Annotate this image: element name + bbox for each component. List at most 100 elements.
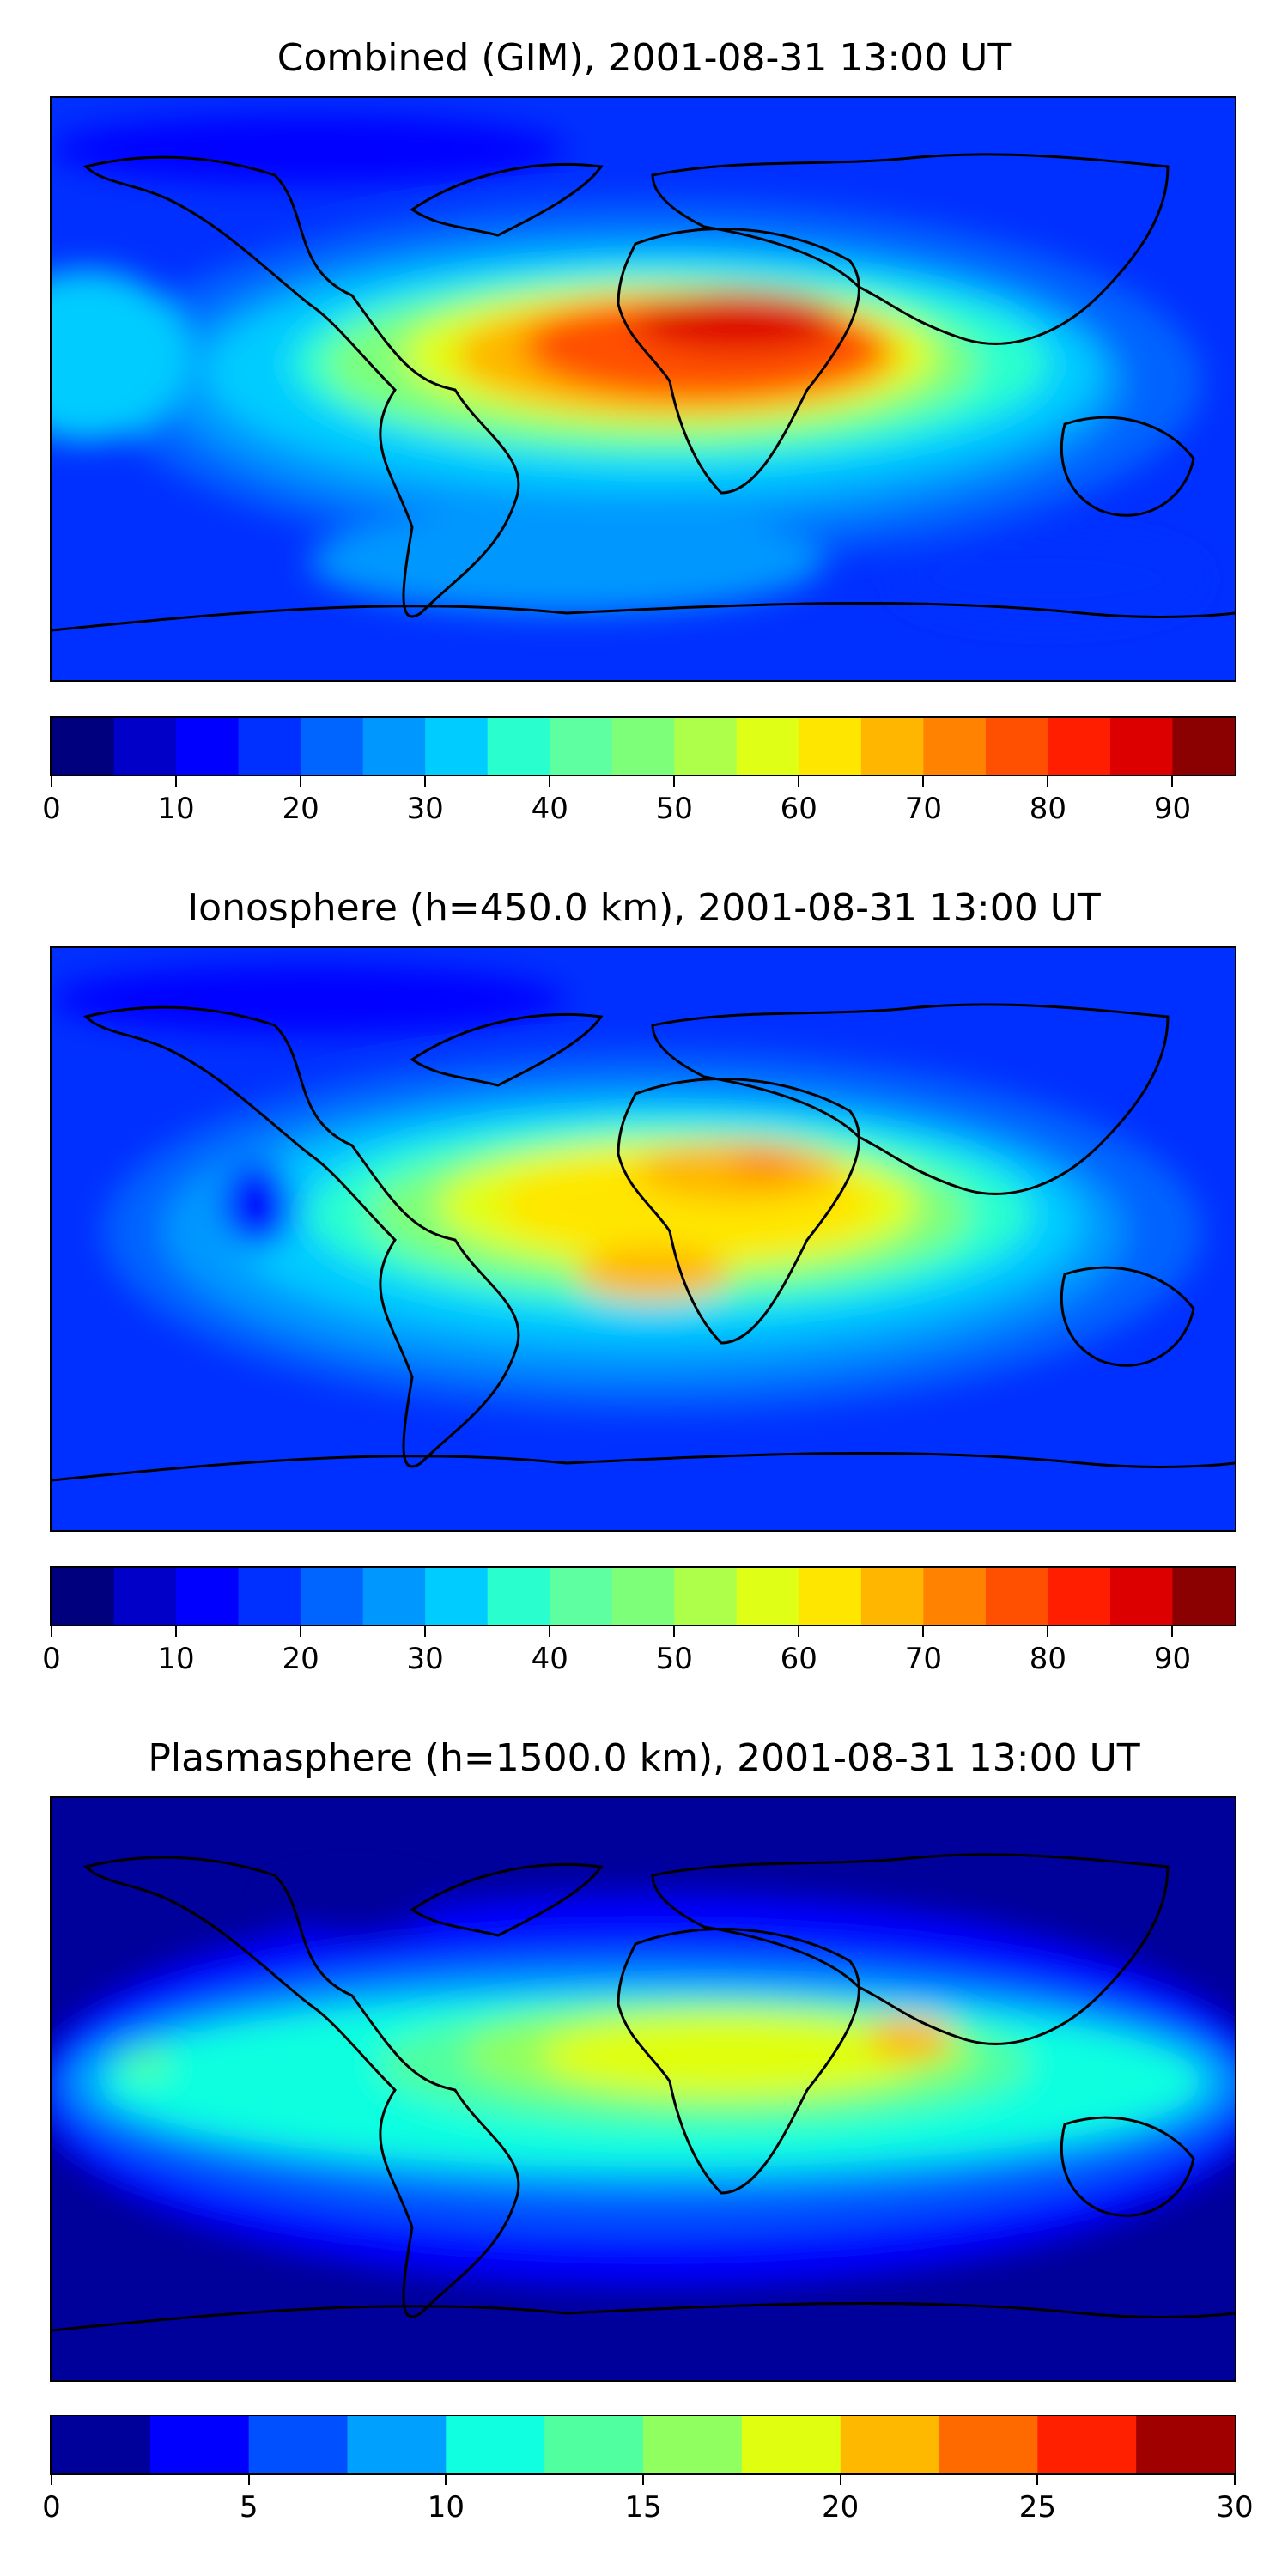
colorbar-tick-label: 50 (655, 792, 693, 826)
colorbar-tick-label: 80 (1029, 792, 1067, 826)
colorbar-swatch (487, 1568, 550, 1625)
colorbar-swatch (238, 718, 301, 775)
colorbar-tick-mark (424, 776, 427, 787)
colorbar-swatches (52, 1568, 1235, 1625)
colorbar-swatch (985, 1568, 1048, 1625)
colorbar-swatch (176, 1568, 240, 1625)
colorbar-tick-label: 30 (406, 792, 444, 826)
colorbar-swatch (1172, 718, 1235, 775)
colorbar-swatch (362, 1568, 426, 1625)
colorbar-swatch (860, 718, 924, 775)
colorbar-swatch (611, 718, 675, 775)
colorbar-tick-mark (175, 1626, 178, 1637)
colorbar-tick-label: 10 (157, 792, 195, 826)
colorbar-tick-label: 0 (42, 1642, 61, 1676)
colorbar-swatch (176, 718, 240, 775)
colorbar-tick-label: 20 (282, 792, 319, 826)
map-plasmasphere (50, 1796, 1236, 2382)
colorbar-tick-mark (300, 776, 302, 787)
colorbar-tick-label: 20 (822, 2490, 860, 2524)
colorbar-tick-mark (673, 776, 676, 787)
colorbar-tick-mark (922, 776, 925, 787)
colorbar-tick-mark (922, 1626, 925, 1637)
colorbar-swatch (1037, 2416, 1137, 2473)
colorbar-swatch (487, 718, 550, 775)
colorbar-swatch (1109, 1568, 1173, 1625)
colorbar-tick-label: 60 (780, 1642, 817, 1676)
colorbar-ionosphere (50, 1566, 1236, 1626)
colorbar-tick-mark (1047, 776, 1049, 787)
colorbar-swatch (1172, 1568, 1235, 1625)
colorbar-tick-label: 20 (282, 1642, 319, 1676)
colorbar-tick-label: 80 (1029, 1642, 1067, 1676)
colorbar-swatch (362, 718, 426, 775)
colorbar-swatch (52, 1568, 115, 1625)
colorbar-swatch (736, 718, 799, 775)
tec-map-combined (52, 98, 1235, 680)
colorbar-tick-mark (445, 2475, 447, 2485)
panel-title: Plasmasphere (h=1500.0 km), 2001-08-31 1… (148, 1736, 1140, 1780)
colorbar-swatch (611, 1568, 675, 1625)
colorbar-swatch (923, 1568, 987, 1625)
colorbar-tick-mark (424, 1626, 427, 1637)
colorbar-tick-mark (51, 1626, 52, 1637)
map-ionosphere (50, 946, 1236, 1532)
colorbar-swatch (52, 2416, 151, 2473)
colorbar-tick-label: 90 (1153, 792, 1192, 826)
panel-title: Combined (GIM), 2001-08-31 13:00 UT (276, 36, 1012, 80)
colorbar-swatch (674, 1568, 738, 1625)
colorbar-swatch (923, 718, 987, 775)
colorbar-tick-mark (1171, 776, 1174, 787)
colorbar-tick-label: 10 (157, 1642, 195, 1676)
colorbar-tick-label: 50 (655, 1642, 693, 1676)
colorbar-tick-mark (839, 2475, 841, 2485)
colorbar-swatch (1109, 718, 1173, 775)
colorbar-tick-mark (642, 2475, 644, 2485)
colorbar-tick-label: 40 (531, 1642, 568, 1676)
colorbar-swatch (985, 718, 1048, 775)
colorbar-swatches (52, 2416, 1235, 2473)
colorbar-swatch (799, 1568, 862, 1625)
colorbar-swatch (425, 718, 489, 775)
colorbar-swatch (52, 718, 115, 775)
tec-map-plasmasphere (52, 1798, 1235, 2380)
colorbar-swatch (643, 2416, 743, 2473)
colorbar-tick-mark (798, 1626, 800, 1637)
colorbar-swatch (301, 718, 364, 775)
colorbar-swatch (446, 2416, 545, 2473)
coastlines (52, 1853, 1235, 2332)
colorbar-tick-label: 30 (1216, 2490, 1254, 2524)
colorbar-tick-label: 30 (406, 1642, 444, 1676)
colorbar-tick-label: 0 (42, 2490, 61, 2524)
colorbar-swatch (301, 1568, 364, 1625)
colorbar-swatch (425, 1568, 489, 1625)
colorbar-swatch (1136, 2416, 1235, 2473)
colorbar-tick-label: 25 (1018, 2490, 1056, 2524)
colorbar-plasmasphere (50, 2415, 1236, 2475)
colorbar-swatch (1048, 1568, 1111, 1625)
colorbar-tick-label: 5 (239, 2490, 258, 2524)
colorbar-swatch (799, 718, 862, 775)
colorbar-swatch (149, 2416, 250, 2473)
colorbar-swatch (860, 1568, 924, 1625)
colorbar-tick-mark (549, 776, 551, 787)
colorbar-tick-mark (1036, 2475, 1039, 2485)
colorbar-swatch (550, 1568, 613, 1625)
colorbar-tick-mark (175, 776, 178, 787)
colorbar-tick-mark (1171, 1626, 1174, 1637)
coastlines (52, 153, 1235, 632)
coastlines (52, 1003, 1235, 1482)
colorbar-tick-label: 10 (427, 2490, 465, 2524)
colorbar-swatch (248, 2416, 348, 2473)
colorbar-tick-label: 0 (42, 792, 61, 826)
colorbar-tick-mark (247, 2475, 250, 2485)
colorbar-tick-mark (51, 2475, 52, 2485)
colorbar-tick-label: 70 (904, 792, 942, 826)
colorbar-tick-mark (1047, 1626, 1049, 1637)
colorbar-swatch (736, 1568, 799, 1625)
colorbar-tick-label: 15 (624, 2490, 662, 2524)
colorbar-swatch (674, 718, 738, 775)
colorbar-swatch (939, 2416, 1038, 2473)
colorbar-swatch (544, 2416, 644, 2473)
colorbar-swatch (550, 718, 613, 775)
